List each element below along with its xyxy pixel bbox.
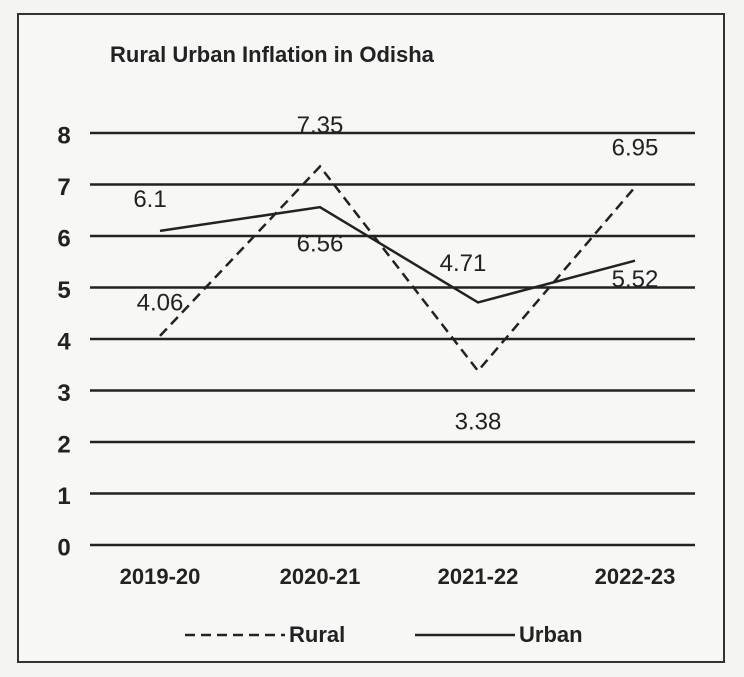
- series-line: [159, 205, 636, 304]
- chart-title: Rural Urban Inflation in Odisha: [110, 42, 435, 67]
- data-label: 3.38: [455, 408, 502, 435]
- data-label: 6.56: [297, 231, 344, 258]
- data-label: 4.06: [137, 289, 184, 316]
- series-line: [159, 164, 636, 373]
- y-tick-label: 7: [57, 174, 70, 201]
- data-label: 7.35: [297, 112, 344, 139]
- data-label: 5.52: [612, 266, 659, 293]
- y-tick-label: 4: [57, 328, 71, 355]
- y-tick-label: 2: [57, 431, 70, 458]
- y-tick-label: 0: [57, 534, 70, 561]
- y-tick-label: 1: [57, 483, 70, 510]
- data-label: 6.95: [612, 134, 659, 161]
- legend-label: Urban: [519, 622, 583, 647]
- x-tick-label: 2019-20: [120, 564, 201, 589]
- data-label: 4.71: [440, 250, 487, 277]
- x-tick-label: 2021-22: [438, 564, 519, 589]
- y-tick-label: 8: [57, 122, 70, 149]
- data-label: 6.1: [133, 186, 166, 213]
- y-tick-label: 5: [57, 277, 70, 304]
- x-tick-label: 2020-21: [280, 564, 361, 589]
- x-tick-label: 2022-23: [595, 564, 676, 589]
- y-tick-label: 3: [57, 380, 70, 407]
- y-tick-label: 6: [57, 225, 70, 252]
- legend-label: Rural: [289, 622, 345, 647]
